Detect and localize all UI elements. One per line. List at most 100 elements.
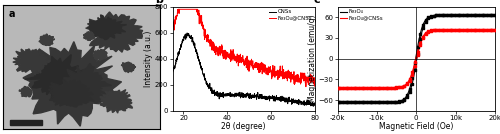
Point xyxy=(363,101,371,103)
Point xyxy=(454,29,462,31)
Point xyxy=(400,98,408,100)
Point xyxy=(363,101,371,103)
Point xyxy=(467,29,475,31)
Point xyxy=(392,101,400,103)
Point xyxy=(446,14,454,16)
Point xyxy=(456,14,464,16)
Point xyxy=(430,14,438,17)
Point xyxy=(488,14,496,16)
Point xyxy=(448,29,456,31)
Point xyxy=(454,14,462,16)
Point xyxy=(411,61,419,64)
Point xyxy=(376,87,384,89)
Fe₃O₄@CNSs xyxy=(334,87,340,88)
Point xyxy=(464,14,472,16)
Point xyxy=(435,29,443,31)
Fe₃O₄@CNSs xyxy=(342,87,348,88)
Point xyxy=(430,29,438,31)
Point xyxy=(419,37,427,39)
Point xyxy=(403,94,411,96)
Text: c: c xyxy=(314,0,320,5)
Point xyxy=(368,101,376,103)
Point xyxy=(478,29,486,31)
Point xyxy=(448,14,456,16)
Point xyxy=(387,101,395,103)
Point xyxy=(488,29,496,31)
Point xyxy=(392,86,400,89)
Point xyxy=(368,87,376,89)
Point xyxy=(456,29,464,31)
Point xyxy=(339,87,347,89)
Point xyxy=(440,29,448,31)
Polygon shape xyxy=(93,49,108,61)
Point xyxy=(440,29,448,31)
Point xyxy=(342,101,349,103)
Point xyxy=(358,87,366,89)
Point xyxy=(464,14,472,16)
Point xyxy=(478,14,486,16)
Point xyxy=(475,14,483,16)
Point xyxy=(443,14,451,16)
Point xyxy=(392,86,400,89)
Point xyxy=(470,14,478,16)
Point xyxy=(392,101,400,103)
Point xyxy=(451,14,459,16)
Point xyxy=(438,14,446,16)
Point xyxy=(451,29,459,31)
Point xyxy=(382,101,390,103)
Point xyxy=(395,86,403,88)
Point xyxy=(478,14,486,16)
Legend: Fe₃O₄, Fe₃O₄@CNSs: Fe₃O₄, Fe₃O₄@CNSs xyxy=(340,10,383,21)
Point xyxy=(339,87,347,89)
CNSs xyxy=(292,100,298,102)
Point xyxy=(459,14,467,16)
Point xyxy=(486,29,494,31)
Point xyxy=(467,14,475,16)
Point xyxy=(355,87,363,89)
Line: Fe₃O₄: Fe₃O₄ xyxy=(338,15,495,102)
Point xyxy=(456,29,464,31)
Point xyxy=(334,87,342,89)
Point xyxy=(491,29,499,31)
Point xyxy=(352,101,360,103)
Point xyxy=(390,87,398,89)
Fe₃O₄ xyxy=(348,101,354,103)
Point xyxy=(422,21,430,23)
Point xyxy=(352,87,360,89)
Point xyxy=(454,14,462,16)
Point xyxy=(416,38,424,40)
Fe₃O₄@CNSs xyxy=(450,29,456,30)
Point xyxy=(472,14,480,16)
Point xyxy=(400,85,408,87)
Point xyxy=(491,14,499,16)
Point xyxy=(406,91,413,93)
Fe₃O₄ xyxy=(450,14,456,16)
Point xyxy=(467,14,475,16)
Point xyxy=(384,87,392,89)
Point xyxy=(430,29,438,31)
Y-axis label: Magnetization (emu/g): Magnetization (emu/g) xyxy=(308,15,317,102)
Fe₃O₄ xyxy=(492,14,498,16)
Fe₃O₄ xyxy=(482,14,488,16)
Point xyxy=(382,87,390,89)
Fe₃O₄@CNSs xyxy=(348,87,354,88)
Point xyxy=(414,54,422,56)
Point xyxy=(411,62,419,64)
Fe₃O₄ xyxy=(462,14,468,16)
Point xyxy=(486,14,494,16)
CNSs xyxy=(170,71,175,73)
CNSs xyxy=(260,96,266,98)
Fe₃O₄@CNSs xyxy=(462,29,468,30)
Point xyxy=(400,85,408,87)
Point xyxy=(464,29,472,31)
Polygon shape xyxy=(39,34,54,46)
Point xyxy=(432,14,440,16)
Point xyxy=(472,29,480,31)
Point xyxy=(358,101,366,103)
Point xyxy=(483,29,491,31)
Point xyxy=(448,14,456,16)
Point xyxy=(403,83,411,85)
Point xyxy=(480,29,488,31)
Fe₃O₄@CNSs xyxy=(492,29,498,30)
Point xyxy=(403,96,411,98)
